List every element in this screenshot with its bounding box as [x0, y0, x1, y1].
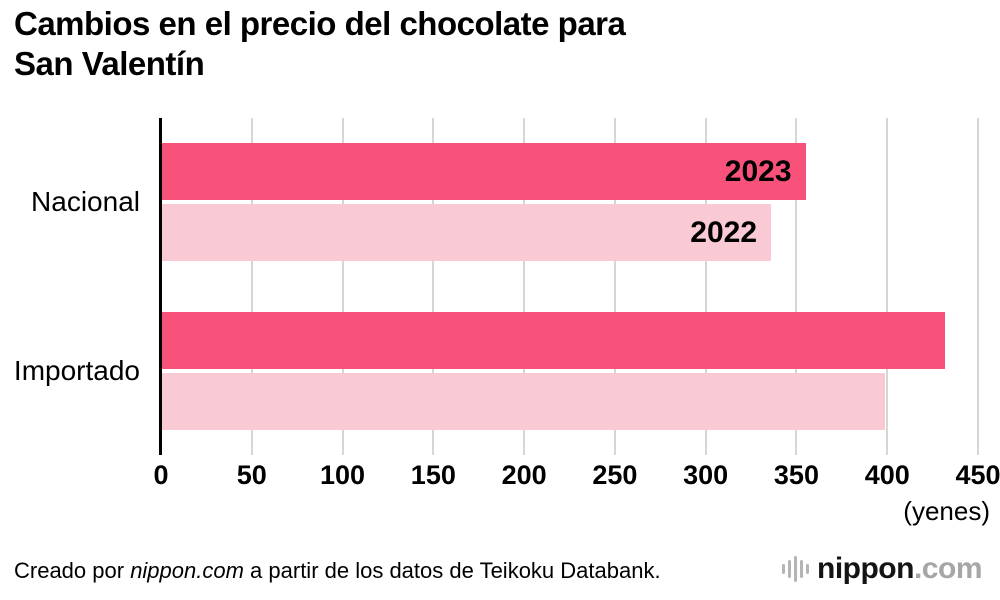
logo-text: nippon.com — [817, 552, 983, 586]
axis-unit-label: (yenes) — [903, 496, 990, 526]
x-tick-label: 150 — [410, 460, 456, 490]
plot-area: 2023 2022 — [159, 118, 979, 455]
chart-title: Cambios en el precio del chocolate para … — [14, 4, 626, 85]
gridline — [432, 118, 435, 455]
x-tick-label: 350 — [773, 460, 819, 490]
x-tick-label: 300 — [683, 460, 729, 490]
bar-importado-2023 — [161, 312, 946, 369]
y-axis-line — [159, 118, 162, 455]
bar-nacional-2022: 2022 — [161, 204, 772, 261]
gridline — [250, 118, 253, 455]
chart-title-line-1: Cambios en el precio del chocolate para — [14, 5, 626, 42]
bar-importado-2022 — [161, 373, 886, 430]
category-label-nacional: Nacional — [31, 186, 140, 217]
logo-text-domain: .com — [913, 552, 983, 585]
x-tick-label: 450 — [955, 460, 1000, 490]
series-year-label: 2023 — [724, 154, 792, 188]
credit-suffix: a partir de los datos de Teikoku Databan… — [243, 558, 661, 583]
gridline — [704, 118, 707, 455]
gridline — [977, 118, 979, 455]
x-tick-label: 250 — [592, 460, 638, 490]
bar-nacional-2023: 2023 — [161, 143, 806, 200]
credit-line: Creado por nippon.com a partir de los da… — [14, 558, 661, 584]
series-year-label: 2022 — [690, 215, 758, 249]
gridline — [886, 118, 889, 455]
nippon-logo: nippon.com — [782, 552, 983, 586]
gridline — [523, 118, 526, 455]
x-tick-label: 100 — [320, 460, 366, 490]
soundwave-icon — [782, 554, 809, 584]
x-tick-label: 0 — [153, 460, 169, 490]
gridline — [795, 118, 798, 455]
chart-title-line-2: San Valentín — [14, 45, 205, 83]
x-tick-label: 200 — [501, 460, 547, 490]
x-tick-label: 400 — [864, 460, 910, 490]
logo-text-main: nippon — [817, 552, 914, 585]
credit-source: nippon.com — [130, 558, 244, 583]
tick-row: 0 50 100 150 200 250 300 350 400 450 — [153, 460, 1000, 494]
category-labels: Nacional Importado — [0, 118, 150, 455]
gridline — [341, 118, 344, 455]
category-label-importado: Importado — [13, 355, 140, 386]
credit-prefix: Creado por — [14, 558, 131, 583]
gridline — [613, 118, 616, 455]
x-tick-label: 50 — [236, 460, 267, 490]
